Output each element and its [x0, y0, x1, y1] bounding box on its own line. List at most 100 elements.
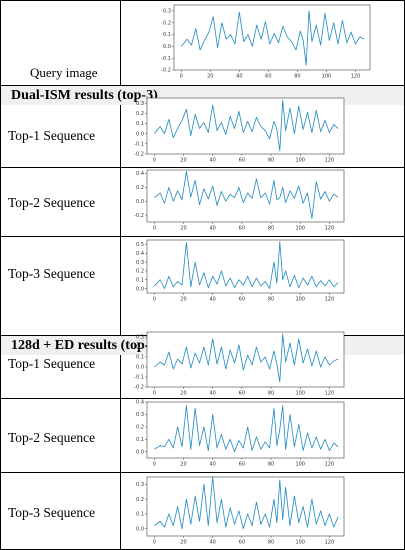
series-line	[153, 99, 339, 152]
column-divider-ed	[120, 354, 121, 550]
y-tick-label: -0.2	[134, 385, 144, 391]
y-tick-label: 0.1	[136, 355, 144, 361]
plot-frame	[173, 4, 371, 71]
row-label-ed-top3: Top-3 Sequence	[8, 505, 96, 520]
y-tick-label: 0.1	[136, 512, 144, 518]
y-tick-label: 0.3	[136, 101, 144, 107]
row-line	[0, 472, 405, 473]
x-tick-label: 100	[322, 74, 332, 80]
x-tick-label: 80	[268, 391, 274, 397]
y-tick-label: 0.0	[136, 365, 144, 371]
x-tick-label: 120	[325, 158, 335, 164]
x-tick-label: 80	[268, 226, 274, 232]
x-tick-label: 0	[153, 462, 156, 468]
x-tick-label: 60	[239, 391, 245, 397]
x-tick-label: 60	[239, 462, 245, 468]
y-tick-label: 0.0	[136, 131, 144, 137]
y-tick-label: 0.2	[163, 20, 171, 26]
series-line	[154, 476, 339, 530]
y-tick-label: -0.1	[134, 375, 144, 381]
series-line	[154, 241, 339, 289]
x-tick-label: 40	[209, 226, 215, 232]
row-line	[0, 167, 405, 168]
x-tick-label: 0	[153, 540, 156, 546]
x-tick-label: 100	[295, 158, 305, 164]
y-tick-label: 0.2	[136, 269, 144, 275]
y-tick-label: 0.0	[136, 199, 144, 205]
x-tick-label: 20	[180, 462, 186, 468]
y-tick-label: 0.3	[136, 482, 144, 488]
x-tick-label: 0	[153, 297, 156, 303]
row-line	[0, 236, 405, 237]
x-tick-label: 40	[209, 158, 215, 164]
y-tick-label: 0.2	[136, 185, 144, 191]
x-tick-label: 20	[180, 391, 186, 397]
row-label-dual-top3: Top-3 Sequence	[8, 266, 96, 281]
x-tick-label: 40	[209, 297, 215, 303]
y-tick-label: -0.2	[134, 213, 144, 219]
x-tick-label: 20	[180, 540, 186, 546]
series-line	[154, 170, 339, 219]
x-tick-label: 60	[239, 226, 245, 232]
y-tick-label: 0.1	[163, 32, 171, 38]
x-tick-label: 120	[351, 74, 361, 80]
x-tick-label: 80	[268, 158, 274, 164]
query-chart: -0.2 -0.1 0.0 0.1 0.2 0.3 0 20 40 60 80 100 120	[161, 4, 371, 80]
series-line	[154, 405, 339, 453]
x-tick-label: 80	[268, 462, 274, 468]
x-tick-label: 120	[325, 297, 335, 303]
row-label-dual-top2: Top-2 Sequence	[8, 195, 96, 210]
x-tick-label: 100	[295, 391, 305, 397]
row-label-dual-top1: Top-1 Sequence	[8, 128, 96, 143]
y-tick-label: 0.2	[136, 425, 144, 431]
plot-frame	[146, 331, 345, 388]
y-tick-label: 0.0	[136, 286, 144, 292]
x-tick-label: 0	[180, 74, 183, 80]
y-tick-label: 0.2	[136, 111, 144, 117]
y-tick-label: 0.0	[163, 44, 171, 50]
dual-top3-chart: 0.0 0.1 0.2 0.3 0.4 0.5 0 20 40 60 80 100 120	[136, 239, 345, 303]
y-tick-label: 0.0	[136, 526, 144, 532]
x-tick-label: 60	[239, 297, 245, 303]
x-tick-label: 120	[325, 391, 335, 397]
x-tick-label: 40	[209, 540, 215, 546]
x-tick-label: 0	[153, 226, 156, 232]
x-tick-label: 80	[294, 74, 300, 80]
x-tick-label: 40	[209, 462, 215, 468]
y-tick-label: 0.4	[136, 251, 144, 257]
y-tick-label: -0.2	[134, 152, 144, 158]
ed-top3-chart: 0.0 0.1 0.2 0.3 0 20 40 60 80 100 120	[136, 476, 345, 546]
y-tick-label: 0.1	[136, 437, 144, 443]
x-tick-label: 60	[239, 158, 245, 164]
row-line	[0, 398, 405, 399]
x-tick-label: 60	[239, 540, 245, 546]
y-tick-label: 0.5	[136, 242, 144, 248]
x-tick-label: 80	[268, 297, 274, 303]
plot-frame	[146, 239, 345, 294]
y-tick-label: 0.3	[136, 412, 144, 418]
x-tick-label: 120	[325, 462, 335, 468]
y-tick-label: 0.1	[136, 121, 144, 127]
x-tick-label: 80	[268, 540, 274, 546]
dual-top1-chart: -0.2 -0.1 0.0 0.1 0.2 0.3 0 20 40 60 80 100 120	[134, 97, 345, 164]
row-line	[0, 0, 405, 1]
y-tick-label: 0.4	[136, 400, 144, 406]
y-tick-label: 0.0	[136, 449, 144, 455]
column-divider-dual	[120, 104, 121, 335]
y-tick-label: 0.2	[136, 497, 144, 503]
y-tick-label: 0.4	[136, 171, 144, 177]
ed-top2-chart: 0.0 0.1 0.2 0.3 0.4 0 20 40 60 80 100 120	[136, 400, 345, 468]
x-tick-label: 120	[325, 226, 335, 232]
x-tick-label: 20	[180, 158, 186, 164]
x-tick-label: 20	[180, 226, 186, 232]
table-border-left	[0, 0, 1, 550]
y-tick-label: 0.3	[163, 9, 171, 15]
ed-top1-chart: -0.2 -0.1 0.0 0.1 0.2 0.3 0 20 40 60 80 100 120	[134, 331, 345, 397]
x-tick-label: 20	[180, 297, 186, 303]
row-label-ed-top1: Top-1 Sequence	[8, 356, 96, 371]
x-tick-label: 100	[295, 540, 305, 546]
y-tick-label: -0.1	[134, 142, 144, 148]
row-label-ed-top2: Top-2 Sequence	[8, 430, 96, 445]
row-line	[0, 85, 405, 86]
